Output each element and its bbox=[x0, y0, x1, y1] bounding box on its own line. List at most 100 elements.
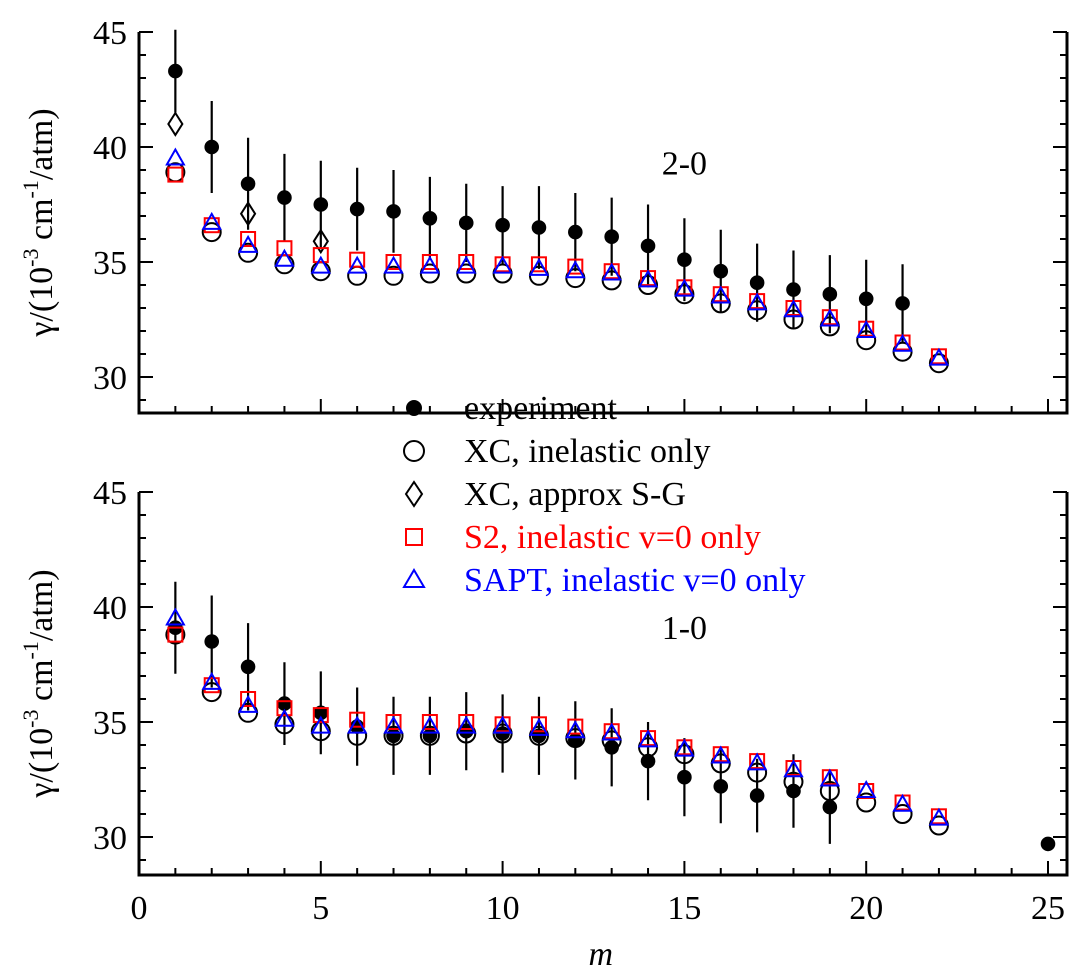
sapt-point bbox=[237, 694, 259, 713]
y-tick-label: 45 bbox=[93, 475, 127, 512]
sapt-point bbox=[528, 257, 550, 276]
s2-point bbox=[312, 247, 329, 264]
sapt-point bbox=[601, 722, 622, 741]
upper-ticks bbox=[138, 31, 1067, 413]
experiment-point bbox=[1040, 836, 1056, 852]
s2-point bbox=[349, 251, 366, 268]
xc-inelastic-point bbox=[674, 284, 695, 305]
experiment-point bbox=[495, 217, 510, 233]
sapt-point bbox=[892, 333, 913, 352]
s2-point bbox=[276, 700, 293, 717]
s2-point bbox=[385, 254, 402, 270]
experiment-point bbox=[277, 696, 292, 711]
experiment-point bbox=[749, 275, 765, 291]
x-tick-label: 15 bbox=[667, 890, 701, 927]
lower-panel: 45 40 35 30 0 5 10 15 20 25 1-0 γ/(10-3 cm-1/atm… bbox=[18, 475, 1069, 973]
sapt-point bbox=[892, 793, 913, 812]
experiment-point bbox=[386, 728, 401, 744]
x-tick-labels: 0 5 10 15 20 25 bbox=[131, 890, 1066, 927]
y-tick-label: 30 bbox=[93, 820, 127, 857]
experiment-point bbox=[422, 728, 438, 744]
x-axis-title: m bbox=[588, 936, 613, 973]
xc-inelastic-point bbox=[201, 682, 222, 703]
sapt-point bbox=[419, 255, 441, 274]
experiment-point bbox=[713, 263, 729, 279]
experiment-point bbox=[349, 201, 365, 217]
s2-point bbox=[530, 256, 547, 273]
upper-data-marks bbox=[165, 29, 950, 374]
y-tick-label: 40 bbox=[93, 590, 127, 627]
experiment-point bbox=[713, 779, 729, 794]
y-tick-label: 35 bbox=[93, 705, 127, 742]
experiment-point bbox=[313, 197, 329, 212]
sapt-point bbox=[201, 211, 222, 230]
legend: experiment XC, inelastic only XC, approx S… bbox=[402, 390, 806, 599]
xc-approx-sg-point bbox=[167, 111, 184, 137]
s2-point bbox=[421, 254, 438, 270]
y-tick-label: 40 bbox=[93, 130, 127, 167]
upper-panel: 45 40 35 30 2-0 γ/(10-3 cm-1/atm) bbox=[18, 15, 1069, 415]
xc-approx-sg-point bbox=[312, 228, 329, 255]
y-tick-label: 45 bbox=[93, 15, 127, 52]
xc-inelastic-point bbox=[674, 744, 695, 765]
sapt-point bbox=[492, 255, 513, 274]
experiment-point bbox=[640, 238, 656, 254]
sapt-point bbox=[601, 262, 622, 281]
lower-ticks bbox=[138, 491, 1067, 875]
s2-point bbox=[458, 254, 475, 270]
lower-y-tick-labels: 45 40 35 30 bbox=[93, 475, 127, 857]
experiment-point bbox=[240, 176, 256, 192]
y-tick-label: 30 bbox=[93, 360, 127, 397]
sapt-point bbox=[201, 671, 222, 690]
legend-entry: SAPT, inelastic v=0 only bbox=[402, 562, 806, 599]
experiment-point bbox=[786, 282, 801, 297]
experiment-point bbox=[822, 799, 838, 815]
sapt-point bbox=[783, 299, 804, 318]
xc-inelastic-point bbox=[747, 762, 768, 783]
sapt-point bbox=[456, 255, 477, 274]
legend-label: experiment bbox=[464, 390, 617, 427]
xc-inelastic-point bbox=[310, 261, 331, 282]
xc-inelastic-point bbox=[383, 725, 404, 746]
s2-point bbox=[240, 231, 257, 247]
experiment-point bbox=[422, 211, 438, 226]
sapt-point bbox=[855, 779, 877, 798]
experiment-point bbox=[895, 296, 910, 311]
experiment-point bbox=[277, 190, 292, 205]
sapt-point bbox=[928, 807, 950, 826]
sapt-point bbox=[456, 715, 477, 734]
upper-y-tick-labels: 45 40 35 30 bbox=[93, 15, 127, 397]
s2-point bbox=[312, 707, 329, 724]
s2-point bbox=[167, 166, 184, 183]
sapt-point bbox=[783, 759, 804, 778]
sapt-point bbox=[165, 607, 186, 626]
sapt-point bbox=[492, 715, 513, 734]
sapt-point bbox=[346, 255, 368, 274]
sapt-point bbox=[165, 147, 186, 166]
y-tick-label: 35 bbox=[93, 245, 127, 282]
xc-inelastic-point bbox=[819, 781, 840, 801]
s2-point bbox=[458, 714, 475, 730]
sapt-point bbox=[928, 347, 950, 366]
sapt-point bbox=[310, 255, 332, 274]
sapt-point bbox=[746, 292, 768, 311]
upper-plot-axes bbox=[137, 32, 1069, 415]
x-tick-label: 25 bbox=[1031, 890, 1065, 927]
s2-point bbox=[530, 716, 547, 733]
s2-point bbox=[240, 691, 257, 707]
upper-y-axis-title: γ/(10-3 cm-1/atm) bbox=[18, 108, 60, 337]
xc-inelastic-point bbox=[856, 330, 877, 351]
s2-point bbox=[567, 718, 584, 735]
sapt-point bbox=[746, 752, 768, 771]
sapt-point bbox=[383, 715, 404, 734]
x-tick-label: 20 bbox=[849, 890, 883, 927]
legend-marker bbox=[405, 528, 423, 546]
legend-marker bbox=[402, 568, 426, 588]
legend-entry: experiment bbox=[406, 390, 617, 427]
s2-point bbox=[567, 258, 584, 275]
sapt-point bbox=[419, 715, 441, 734]
sapt-point bbox=[274, 708, 295, 727]
xc-inelastic-point bbox=[892, 804, 913, 824]
experiment-point bbox=[386, 204, 401, 219]
x-tick-label: 0 bbox=[131, 890, 148, 927]
